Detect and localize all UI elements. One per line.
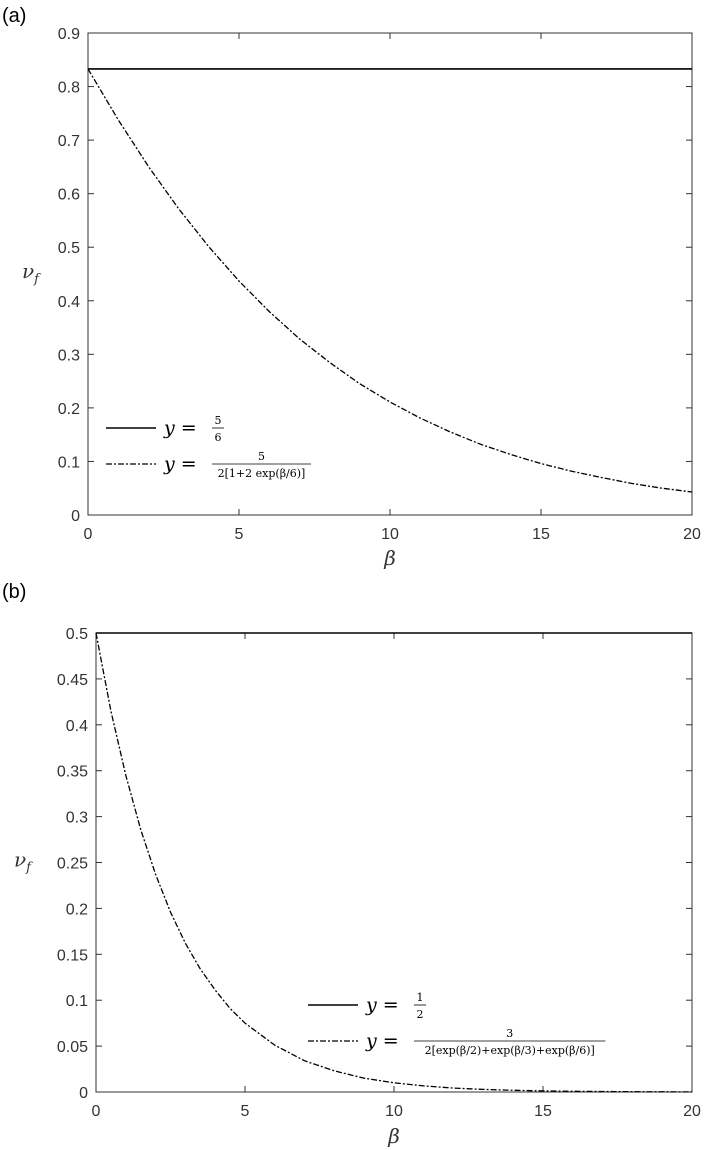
plot-frame xyxy=(95,632,693,1093)
y-tick-label: 0.4 xyxy=(66,718,88,735)
y-tick-label: 0.1 xyxy=(58,454,80,471)
panel-label: (b) xyxy=(2,581,26,603)
legend-numerator: 1 xyxy=(417,991,424,1004)
chart-panel-0: (a) 0 0.1 0.2 0.3 0.4 0.5 0.6 0.7 0.8 0.9 0 5 10 15 20 β… xyxy=(2,5,701,570)
legend-lhs: y = xyxy=(163,453,197,475)
plot-frame xyxy=(87,32,693,516)
legend-denominator: 6 xyxy=(215,431,222,444)
x-axis-label: β xyxy=(383,546,396,570)
x-tick-label: 15 xyxy=(534,1103,552,1120)
y-tick-label: 0.2 xyxy=(58,401,80,418)
legend-denominator: 2[exp(β/2)+exp(β/3)+exp(β/6)] xyxy=(425,1044,595,1057)
x-axis-label: β xyxy=(387,1124,400,1148)
x-tick-label: 20 xyxy=(683,1103,701,1120)
y-axis-label-main: ν xyxy=(22,259,34,283)
legend-denominator: 2 xyxy=(417,1008,424,1021)
x-tick-label: 10 xyxy=(381,526,399,543)
y-tick-label: 0.1 xyxy=(66,993,88,1010)
y-tick-label: 0.2 xyxy=(66,901,88,918)
y-tick-label: 0.15 xyxy=(57,947,88,964)
legend-numerator: 5 xyxy=(215,414,222,427)
series-line-1 xyxy=(87,68,693,493)
y-axis-label-sub: f xyxy=(25,861,33,876)
y-tick-label: 0.8 xyxy=(58,80,80,97)
y-axis-label: νf xyxy=(22,259,41,287)
y-axis-label-main: ν xyxy=(14,848,26,872)
chart-panel-1: (b) 0 0.05 0.1 0.15 0.2 0.25 0.3 0.35 0.4 0.45 0.5 0… xyxy=(2,581,701,1148)
legend: y = 5 6 y = 5 2[1+2 exp(β/6)] xyxy=(106,414,311,480)
legend-lhs: y = xyxy=(163,417,197,439)
legend-lhs: y = xyxy=(365,1030,399,1052)
x-tick-label: 0 xyxy=(92,1103,101,1120)
x-tick-label: 10 xyxy=(385,1103,403,1120)
y-axis-label: νf xyxy=(14,848,33,876)
x-tick-label: 15 xyxy=(532,526,550,543)
y-tick-label: 0.25 xyxy=(57,856,88,873)
x-tick-label: 5 xyxy=(241,1103,250,1120)
y-tick-label: 0.45 xyxy=(57,672,88,689)
y-tick-label: 0 xyxy=(71,508,80,525)
y-tick-label: 0.5 xyxy=(58,240,80,257)
y-tick-label: 0.3 xyxy=(66,810,88,827)
legend-denominator: 2[1+2 exp(β/6)] xyxy=(218,467,306,480)
legend-lhs: y = xyxy=(365,994,399,1016)
y-tick-label: 0.6 xyxy=(58,187,80,204)
x-tick-label: 20 xyxy=(683,526,701,543)
legend: y = 1 2 y = 3 2[exp(β/2)+exp(β/3)+exp(β/6)] xyxy=(308,991,606,1057)
y-tick-label: 0 xyxy=(79,1085,88,1102)
x-tick-label: 5 xyxy=(235,526,244,543)
y-tick-label: 0.4 xyxy=(58,294,80,311)
y-tick-label: 0.35 xyxy=(57,764,88,781)
y-axis-label-sub: f xyxy=(33,272,41,287)
y-tick-label: 0.9 xyxy=(58,26,80,43)
y-tick-label: 0.05 xyxy=(57,1039,88,1056)
y-tick-label: 0.5 xyxy=(66,626,88,643)
legend-numerator: 3 xyxy=(506,1027,513,1040)
legend-numerator: 5 xyxy=(258,450,265,463)
panel-label: (a) xyxy=(2,5,26,27)
series-line-1 xyxy=(95,632,693,1093)
y-tick-label: 0.7 xyxy=(58,133,80,150)
y-tick-label: 0.3 xyxy=(58,347,80,364)
x-tick-label: 0 xyxy=(84,526,93,543)
